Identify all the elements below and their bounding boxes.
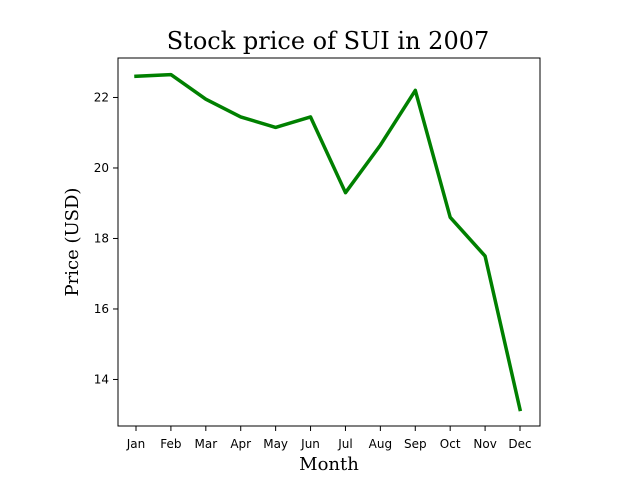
x-tick-label: Dec [508,437,531,451]
x-tick-label: Nov [473,437,496,451]
y-tick-label: 16 [94,302,109,316]
x-tick-label: Jul [337,437,352,451]
x-tick-label: Mar [194,437,217,451]
x-tick-label: Apr [230,437,251,451]
y-axis: 14 16 18 20 22 [94,90,118,386]
x-axis: Jan Feb Mar Apr May Jun Jul Aug Sep Oct Nov Dec [126,426,532,451]
x-tick-label: Feb [160,437,181,451]
y-tick-label: 22 [94,90,109,104]
x-tick-label: Jan [126,437,146,451]
x-tick-label: Oct [440,437,461,451]
y-tick-label: 20 [94,161,109,175]
x-tick-label: May [263,437,288,451]
y-axis-label: Price (USD) [62,188,83,297]
x-axis-label: Month [299,454,359,475]
series-line [134,72,523,412]
plot-frame [117,57,541,427]
y-tick-label: 18 [94,231,109,245]
x-tick-label: Sep [404,437,427,451]
plot-area [134,72,523,412]
chart-title: Stock price of SUI in 2007 [167,27,490,55]
x-tick-label: Aug [369,437,392,451]
x-tick-label: Jun [300,437,320,451]
y-tick-label: 14 [94,372,109,386]
